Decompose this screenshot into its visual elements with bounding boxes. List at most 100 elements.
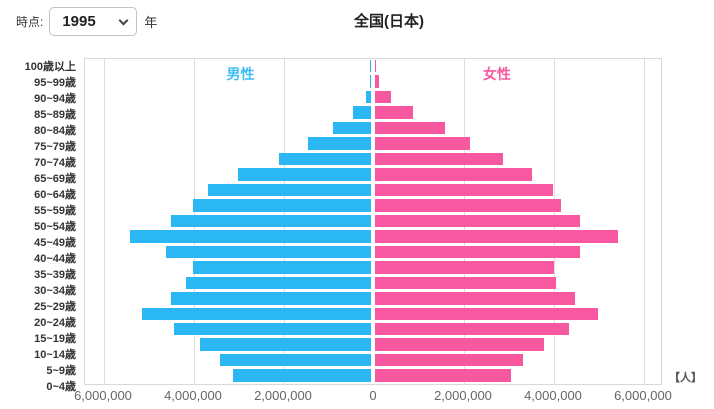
time-label: 時点:: [16, 14, 44, 29]
female-bar-85~89歳: [375, 106, 413, 119]
female-bar-5~9歳: [375, 353, 523, 367]
female-bar-35~39歳: [375, 261, 554, 274]
age-group-label: 90~94歳: [34, 93, 76, 105]
male-bar-55~59歳: [193, 199, 371, 212]
male-bar-85~89歳: [353, 106, 371, 119]
female-bar-60~64歳: [375, 183, 553, 197]
pyramid-row: [85, 307, 661, 322]
age-group-label: 75~79歳: [34, 141, 76, 153]
age-group-label: 5~9歳: [46, 365, 76, 377]
pyramid-row: [85, 136, 661, 151]
year-select[interactable]: 1995: [49, 6, 138, 36]
pyramid-row: [85, 260, 661, 275]
pyramid-row: [85, 59, 661, 74]
female-bar-65~69歳: [375, 168, 533, 181]
male-bar-70~74歳: [278, 152, 371, 166]
legend-female-label: 女性: [482, 66, 511, 82]
x-tick-label: 4,000,000: [164, 388, 222, 403]
female-bar-90~94歳: [375, 90, 392, 104]
age-group-label: 30~34歳: [34, 285, 76, 297]
x-tick-label: 2,000,000: [434, 388, 492, 403]
female-bar-0~4歳: [375, 369, 512, 382]
gridline: [644, 59, 645, 384]
male-bar-20~24歳: [142, 307, 371, 320]
age-group-label: 50~54歳: [34, 221, 76, 233]
pyramid-row: [85, 353, 661, 368]
page-title: 全国(日本): [354, 13, 424, 30]
female-bar-25~29歳: [375, 292, 575, 305]
pyramid-row: [85, 90, 661, 105]
male-bar-50~54歳: [170, 214, 371, 228]
age-group-label: 65~69歳: [34, 173, 76, 185]
age-group-label: 0~4歳: [46, 381, 76, 393]
male-bar-15~19歳: [173, 322, 371, 336]
male-bar-45~49歳: [129, 230, 371, 243]
pyramid-row: [85, 229, 661, 244]
legend-male-label: 男性: [226, 66, 255, 82]
female-bar-15~19歳: [375, 322, 569, 336]
pyramid-row: [85, 337, 661, 352]
year-suffix-label: 年: [144, 14, 158, 30]
female-bar-30~34歳: [375, 276, 557, 290]
female-bar-100歳以上: [375, 60, 376, 73]
x-tick-label: 2,000,000: [254, 388, 312, 403]
pyramid-row: [85, 245, 661, 260]
male-bar-40~44歳: [166, 245, 371, 259]
age-group-label: 80~84歳: [34, 125, 76, 137]
age-group-label: 95~99歳: [34, 77, 76, 89]
male-bar-35~39歳: [193, 261, 371, 274]
pyramid-row: [85, 198, 661, 213]
female-bar-70~74歳: [375, 152, 504, 166]
age-group-label: 25~29歳: [34, 301, 76, 313]
age-group-label: 35~39歳: [34, 269, 76, 281]
x-tick-label: 6,000,000: [74, 388, 132, 403]
pyramid-row: [85, 121, 661, 136]
male-bar-65~69歳: [238, 168, 371, 181]
male-bar-5~9歳: [219, 353, 371, 367]
pyramid-row: [85, 276, 661, 291]
x-axis: 6,000,000 4,000,000 2,000,000 0 2,000,000 4,0…: [74, 388, 672, 406]
female-bar-55~59歳: [375, 199, 561, 212]
female-bar-50~54歳: [375, 214, 581, 228]
pyramid-row: [85, 105, 661, 120]
x-tick-label: 0: [369, 388, 377, 403]
age-group-label: 10~14歳: [34, 349, 76, 361]
age-group-label: 70~74歳: [34, 157, 76, 169]
male-bar-95~99歳: [370, 75, 371, 88]
age-group-label: 20~24歳: [34, 317, 76, 329]
female-bar-10~14歳: [375, 338, 544, 351]
pyramid-row: [85, 74, 661, 89]
gridline: [104, 59, 105, 384]
male-bar-60~64歳: [208, 183, 371, 197]
female-bar-75~79歳: [375, 137, 470, 150]
pyramid-plot: 男性 女性: [84, 58, 662, 385]
pyramid-row: [85, 322, 661, 337]
age-group-label: 100歳以上: [24, 61, 76, 73]
male-bar-90~94歳: [366, 90, 371, 104]
pyramid-row: [85, 167, 661, 182]
male-bar-75~79歳: [308, 137, 371, 150]
pyramid-row: [85, 183, 661, 198]
pyramid-row: [85, 214, 661, 229]
age-group-label: 85~89歳: [34, 109, 76, 121]
male-bar-0~4歳: [232, 369, 371, 382]
pyramid-row: [85, 152, 661, 167]
age-group-label: 40~44歳: [34, 253, 76, 265]
pyramid-row: [85, 291, 661, 306]
male-bar-30~34歳: [186, 276, 371, 290]
male-bar-10~14歳: [200, 338, 371, 351]
age-group-label: 55~59歳: [34, 205, 76, 217]
female-bar-95~99歳: [375, 75, 379, 88]
female-bar-45~49歳: [375, 230, 618, 243]
pyramid-rows: [85, 59, 661, 384]
x-tick-label: 4,000,000: [524, 388, 582, 403]
female-bar-40~44歳: [375, 245, 581, 259]
male-bar-80~84歳: [332, 121, 371, 135]
age-axis-labels: 100歳以上 95~99歳 90~94歳 85~89歳 80~84歳 75~79歳 70~7…: [0, 58, 80, 393]
age-group-label: 60~64歳: [34, 189, 76, 201]
year-select-wrap: 1995: [49, 6, 138, 36]
age-group-label: 45~49歳: [34, 237, 76, 249]
female-bar-20~24歳: [375, 307, 599, 320]
time-selector-group: 時点: 1995 年: [16, 6, 157, 36]
